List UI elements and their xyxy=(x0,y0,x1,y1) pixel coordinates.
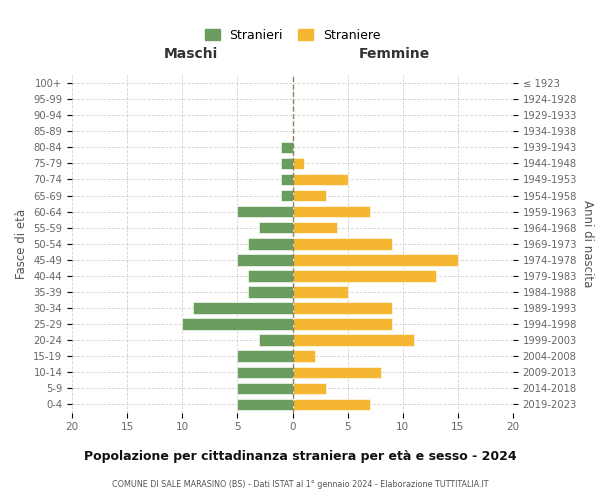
Bar xyxy=(281,142,293,153)
Bar xyxy=(281,158,293,169)
Bar xyxy=(293,270,436,281)
Bar xyxy=(293,222,337,234)
Bar xyxy=(293,190,326,202)
Bar xyxy=(293,334,414,346)
Y-axis label: Anni di nascita: Anni di nascita xyxy=(581,200,594,288)
Bar xyxy=(193,302,293,314)
Bar xyxy=(182,318,293,330)
Bar xyxy=(238,382,293,394)
Text: Femmine: Femmine xyxy=(358,48,430,62)
Text: Popolazione per cittadinanza straniera per età e sesso - 2024: Popolazione per cittadinanza straniera p… xyxy=(83,450,517,463)
Bar xyxy=(293,350,314,362)
Bar xyxy=(293,318,392,330)
Bar xyxy=(259,334,293,346)
Bar xyxy=(293,254,458,266)
Text: Maschi: Maschi xyxy=(164,48,218,62)
Bar xyxy=(238,350,293,362)
Bar xyxy=(238,254,293,266)
Bar xyxy=(293,174,347,186)
Bar xyxy=(248,286,293,298)
Bar xyxy=(238,398,293,410)
Bar xyxy=(238,366,293,378)
Bar xyxy=(293,382,326,394)
Bar xyxy=(238,206,293,218)
Bar xyxy=(293,302,392,314)
Bar xyxy=(293,398,370,410)
Y-axis label: Fasce di età: Fasce di età xyxy=(14,208,28,279)
Bar xyxy=(281,190,293,202)
Bar xyxy=(293,206,370,218)
Bar xyxy=(281,174,293,186)
Bar xyxy=(293,158,304,169)
Legend: Stranieri, Straniere: Stranieri, Straniere xyxy=(199,24,386,47)
Bar xyxy=(248,270,293,281)
Bar xyxy=(293,366,381,378)
Bar xyxy=(293,286,347,298)
Text: COMUNE DI SALE MARASINO (BS) - Dati ISTAT al 1° gennaio 2024 - Elaborazione TUTT: COMUNE DI SALE MARASINO (BS) - Dati ISTA… xyxy=(112,480,488,489)
Bar xyxy=(293,238,392,250)
Bar xyxy=(259,222,293,234)
Bar xyxy=(248,238,293,250)
